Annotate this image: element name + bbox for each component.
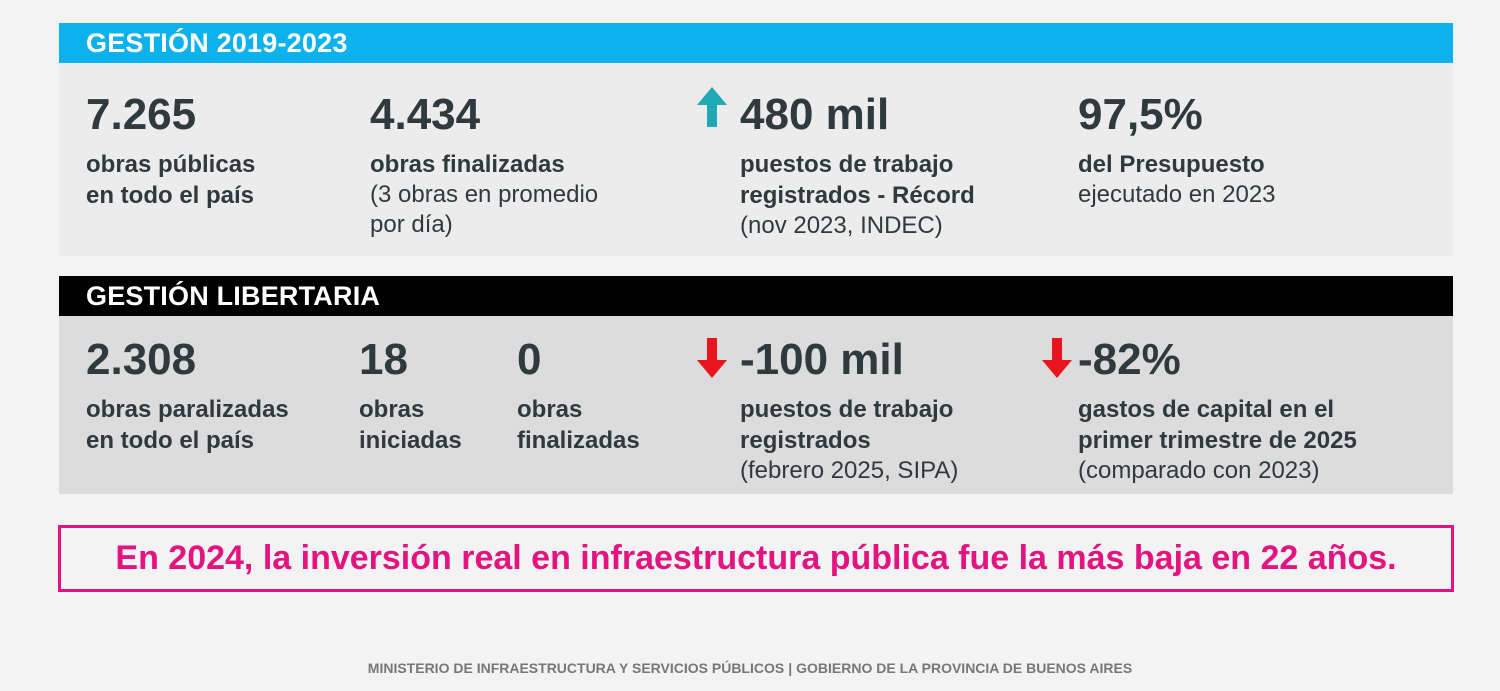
stat-label: obras finalizadas	[517, 394, 640, 456]
stat-label: obras paralizadas en todo el país	[86, 394, 289, 456]
stats-panel-libertaria: 2.308 obras paralizadas en todo el país …	[59, 316, 1453, 494]
stat-label: del Presupuesto	[1078, 149, 1276, 180]
stat-note-line: por día)	[370, 211, 453, 238]
stat-label-line: obras	[359, 396, 425, 423]
stat-note-line: (febrero 2025, SIPA)	[740, 457, 959, 484]
stat-label-line: puestos de trabajo	[740, 151, 954, 178]
stat-label-line: obras públicas	[86, 151, 256, 178]
stat-label: gastos de capital en el primer trimestre…	[1078, 394, 1357, 456]
stat-label-line: obras finalizadas	[370, 151, 565, 178]
stat-value: 7.265	[86, 90, 197, 139]
arrow-up-icon	[697, 87, 727, 127]
stat-note: (febrero 2025, SIPA)	[740, 456, 958, 486]
stat-note: (nov 2023, INDEC)	[740, 211, 975, 241]
stat-value: 4.434	[370, 90, 481, 139]
stat-obras-publicas: 7.265 obras públicas en todo el país	[86, 93, 255, 211]
stat-label-line: puestos de trabajo	[740, 396, 954, 423]
stat-label: obras públicas en todo el país	[86, 149, 255, 211]
stat-value: 18	[359, 335, 408, 384]
stat-label: obras finalizadas	[370, 149, 598, 180]
stat-value: 0	[517, 335, 542, 384]
stat-note: ejecutado en 2023	[1078, 180, 1276, 210]
stat-note-line: ejecutado en 2023	[1078, 181, 1276, 208]
stat-presupuesto: 97,5% del Presupuesto ejecutado en 2023	[1078, 93, 1276, 210]
stat-value: 2.308	[86, 335, 197, 384]
stat-label-line: registrados	[740, 427, 871, 454]
stat-note-line: (comparado con 2023)	[1078, 457, 1320, 484]
stat-gastos-capital: -82% gastos de capital en el primer trim…	[1078, 338, 1357, 486]
stat-label: puestos de trabajo registrados - Récord	[740, 149, 975, 211]
stat-value: 480 mil	[740, 90, 890, 139]
footer-gobierno: GOBIERNO DE LA PROVINCIA DE BUENOS AIRES	[796, 660, 1133, 676]
section-header-gestion-2019-2023: GESTIÓN 2019-2023	[59, 23, 1453, 63]
stat-note: (3 obras en promedio por día)	[370, 180, 598, 240]
stat-note: (comparado con 2023)	[1078, 456, 1357, 486]
stat-obras-iniciadas: 18 obras iniciadas	[359, 338, 462, 456]
stat-label: puestos de trabajo registrados	[740, 394, 958, 456]
callout-inversion-infraestructura: En 2024, la inversión real en infraestru…	[58, 525, 1454, 592]
stat-value: 97,5%	[1078, 90, 1203, 139]
stat-puestos-trabajo-caida: -100 mil puestos de trabajo registrados …	[740, 338, 958, 486]
footer-separator: |	[788, 660, 793, 676]
stat-obras-paralizadas: 2.308 obras paralizadas en todo el país	[86, 338, 289, 456]
footer-credit: MINISTERIO DE INFRAESTRUCTURA Y SERVICIO…	[0, 660, 1500, 676]
stat-label-line: obras	[517, 396, 583, 423]
stat-label-line: del Presupuesto	[1078, 151, 1265, 178]
stat-note-line: (nov 2023, INDEC)	[740, 212, 943, 239]
stat-obras-finalizadas-libertaria: 0 obras finalizadas	[517, 338, 640, 456]
stat-label: obras iniciadas	[359, 394, 462, 456]
stat-label-line: obras paralizadas	[86, 396, 289, 423]
stat-value: -100 mil	[740, 335, 904, 384]
stat-label-line: iniciadas	[359, 427, 462, 454]
stat-label-line: finalizadas	[517, 427, 640, 454]
stat-label-line: gastos de capital en el	[1078, 396, 1335, 423]
stat-note-line: (3 obras en promedio	[370, 181, 599, 208]
section-header-gestion-libertaria: GESTIÓN LIBERTARIA	[59, 276, 1453, 316]
stat-obras-finalizadas: 4.434 obras finalizadas (3 obras en prom…	[370, 93, 598, 240]
arrow-down-icon	[697, 338, 727, 378]
footer-ministerio: MINISTERIO DE INFRAESTRUCTURA Y SERVICIO…	[367, 660, 785, 676]
stat-puestos-trabajo-record: 480 mil puestos de trabajo registrados -…	[740, 93, 975, 241]
stat-label-line: en todo el país	[86, 427, 255, 454]
arrow-down-icon	[1042, 338, 1072, 378]
stat-value: -82%	[1078, 335, 1181, 384]
stat-label-line: registrados - Récord	[740, 182, 975, 209]
stat-label-line: en todo el país	[86, 182, 255, 209]
stat-label-line: primer trimestre de 2025	[1078, 427, 1357, 454]
stats-panel-2019-2023: 7.265 obras públicas en todo el país 4.4…	[59, 63, 1453, 256]
